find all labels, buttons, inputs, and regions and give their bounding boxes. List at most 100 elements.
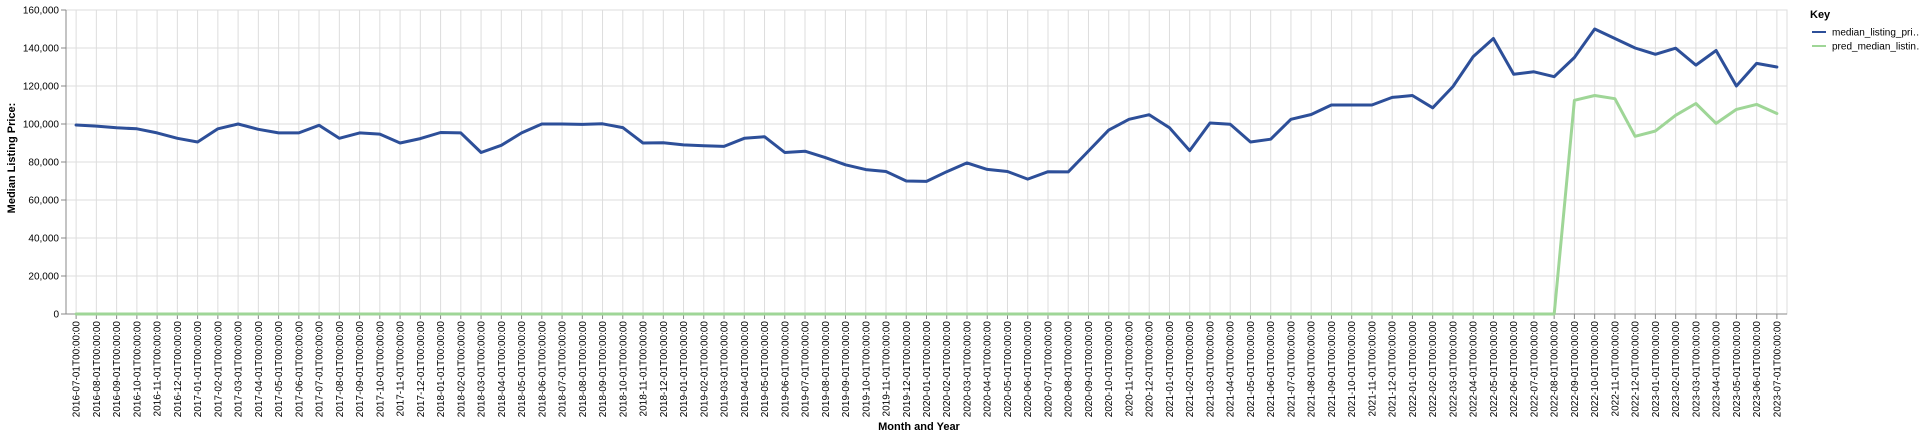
y-axis: 0 20,000 40,000 60,000 80,000 100,000 120,000 1…: [23, 6, 67, 321]
x-tick-label: 2021-03-01T00:00:00: [1205, 321, 1216, 418]
x-tick-label: 2020-07-01T00:00:00: [1043, 321, 1054, 418]
x-tick-label: 2021-07-01T00:00:00: [1286, 321, 1297, 418]
x-tick-label: 2019-12-01T00:00:00: [902, 321, 913, 418]
x-tick-label: 2018-09-01T00:00:00: [598, 321, 609, 418]
x-tick-label: 2018-08-01T00:00:00: [578, 321, 589, 418]
x-tick-label: 2019-04-01T00:00:00: [740, 321, 751, 418]
x-tick-label: 2023-03-01T00:00:00: [1691, 321, 1702, 418]
x-tick-label: 2021-12-01T00:00:00: [1388, 321, 1399, 418]
x-tick-label: 2019-01-01T00:00:00: [679, 321, 690, 418]
y-axis-title: Median Listing Price:: [6, 103, 18, 214]
x-tick-label: 2016-08-01T00:00:00: [92, 321, 103, 418]
x-tick-label: 2020-08-01T00:00:00: [1064, 321, 1075, 418]
x-tick-label: 2021-05-01T00:00:00: [1246, 321, 1257, 418]
x-tick-label: 2019-05-01T00:00:00: [760, 321, 771, 418]
y-tick-label: 160,000: [23, 6, 60, 17]
x-tick-label: 2017-09-01T00:00:00: [355, 321, 366, 418]
x-tick-label: 2021-11-01T00:00:00: [1367, 321, 1378, 417]
legend-title: Key: [1810, 9, 1831, 21]
x-tick-label: 2017-03-01T00:00:00: [234, 321, 245, 418]
x-tick-label: 2017-12-01T00:00:00: [416, 321, 427, 418]
x-axis-title: Month and Year: [878, 421, 960, 433]
legend-label: median_listing_pri…: [1832, 28, 1920, 39]
x-tick-label: 2022-06-01T00:00:00: [1509, 321, 1520, 418]
x-tick-label: 2023-05-01T00:00:00: [1732, 321, 1743, 418]
x-tick-label: 2021-10-01T00:00:00: [1347, 321, 1358, 418]
x-tick-label: 2017-08-01T00:00:00: [335, 321, 346, 418]
x-tick-label: 2019-03-01T00:00:00: [720, 321, 731, 418]
y-tick-label: 80,000: [28, 158, 59, 169]
series-line-pred-median-listing-price: [74, 94, 1779, 316]
y-tick-label: 40,000: [28, 234, 59, 245]
x-tick-label: 2018-07-01T00:00:00: [558, 321, 569, 418]
x-axis: 2016-07-01T00:00:00 2016-08-01T00:00:00 20…: [66, 313, 1787, 418]
x-tick-label: 2018-02-01T00:00:00: [456, 321, 467, 418]
x-tick-label: 2018-01-01T00:00:00: [436, 321, 447, 418]
x-tick-label: 2016-09-01T00:00:00: [112, 321, 123, 418]
x-tick-label: 2021-09-01T00:00:00: [1327, 321, 1338, 418]
x-tick-label: 2019-11-01T00:00:00: [882, 321, 893, 417]
x-tick-label: 2017-07-01T00:00:00: [315, 321, 326, 418]
x-tick-label: 2016-11-01T00:00:00: [153, 321, 164, 417]
gridlines: [65, 9, 1788, 315]
x-tick-label: 2021-04-01T00:00:00: [1226, 321, 1237, 418]
x-tick-label: 2022-07-01T00:00:00: [1529, 321, 1540, 418]
x-tick-label: 2022-03-01T00:00:00: [1448, 321, 1459, 418]
x-tick-label: 2023-02-01T00:00:00: [1671, 321, 1682, 418]
x-tick-label: 2020-06-01T00:00:00: [1023, 321, 1034, 418]
y-tick-label: 20,000: [28, 272, 59, 283]
x-tick-label: 2021-08-01T00:00:00: [1307, 321, 1318, 418]
legend-label: pred_median_listin…: [1832, 42, 1920, 53]
x-tick-label: 2020-03-01T00:00:00: [962, 321, 973, 418]
x-tick-label: 2019-06-01T00:00:00: [780, 321, 791, 418]
x-tick-label: 2023-06-01T00:00:00: [1752, 321, 1763, 418]
x-tick-label: 2018-11-01T00:00:00: [639, 321, 650, 417]
x-tick-label: 2020-12-01T00:00:00: [1145, 321, 1156, 418]
y-tick-label: 140,000: [23, 44, 60, 55]
x-tick-label: 2017-11-01T00:00:00: [396, 321, 407, 417]
x-tick-label: 2017-02-01T00:00:00: [213, 321, 224, 418]
x-tick-label: 2018-06-01T00:00:00: [537, 321, 548, 418]
x-tick-label: 2023-07-01T00:00:00: [1772, 321, 1783, 418]
x-tick-label: 2022-10-01T00:00:00: [1590, 321, 1601, 418]
x-tick-label: 2020-09-01T00:00:00: [1084, 321, 1095, 418]
x-tick-label: 2018-12-01T00:00:00: [659, 321, 670, 418]
x-tick-label: 2022-09-01T00:00:00: [1570, 321, 1581, 418]
x-tick-label: 2020-11-01T00:00:00: [1124, 321, 1135, 417]
x-tick-label: 2020-10-01T00:00:00: [1104, 321, 1115, 418]
x-tick-label: 2022-04-01T00:00:00: [1469, 321, 1480, 418]
x-tick-label: 2018-05-01T00:00:00: [517, 321, 528, 418]
x-tick-label: 2016-07-01T00:00:00: [72, 321, 83, 418]
x-tick-label: 2017-01-01T00:00:00: [193, 321, 204, 418]
x-tick-label: 2018-03-01T00:00:00: [477, 321, 488, 418]
legend: Key median_listing_pri… pred_median_listi…: [1810, 9, 1920, 53]
x-tick-label: 2022-02-01T00:00:00: [1428, 321, 1439, 418]
x-tick-label: 2021-01-01T00:00:00: [1165, 321, 1176, 418]
x-tick-label: 2019-08-01T00:00:00: [821, 321, 832, 418]
x-tick-label: 2021-02-01T00:00:00: [1185, 321, 1196, 418]
x-tick-label: 2020-02-01T00:00:00: [942, 321, 953, 418]
x-tick-label: 2022-12-01T00:00:00: [1631, 321, 1642, 418]
y-tick-label: 120,000: [23, 82, 60, 93]
x-tick-label: 2019-10-01T00:00:00: [861, 321, 872, 418]
x-tick-label: 2021-06-01T00:00:00: [1266, 321, 1277, 418]
y-tick-label: 60,000: [28, 196, 59, 207]
x-tick-label: 2019-07-01T00:00:00: [801, 321, 812, 418]
x-tick-label: 2018-04-01T00:00:00: [497, 321, 508, 418]
x-tick-label: 2019-02-01T00:00:00: [699, 321, 710, 418]
x-tick-label: 2016-10-01T00:00:00: [132, 321, 143, 418]
x-tick-label: 2017-10-01T00:00:00: [375, 321, 386, 418]
x-tick-label: 2016-12-01T00:00:00: [173, 321, 184, 418]
x-tick-label: 2020-05-01T00:00:00: [1003, 321, 1014, 418]
x-tick-label: 2023-04-01T00:00:00: [1712, 321, 1723, 418]
y-tick-label: 100,000: [23, 120, 60, 131]
x-tick-label: 2022-05-01T00:00:00: [1489, 321, 1500, 418]
x-tick-label: 2022-08-01T00:00:00: [1550, 321, 1561, 418]
series-line-median-listing-price: [74, 27, 1779, 183]
x-tick-label: 2017-06-01T00:00:00: [294, 321, 305, 418]
x-tick-label: 2017-05-01T00:00:00: [274, 321, 285, 418]
x-tick-label: 2023-01-01T00:00:00: [1651, 321, 1662, 418]
x-tick-label: 2018-10-01T00:00:00: [618, 321, 629, 418]
x-tick-label: 2017-04-01T00:00:00: [254, 321, 265, 418]
x-tick-label: 2022-01-01T00:00:00: [1408, 321, 1419, 418]
